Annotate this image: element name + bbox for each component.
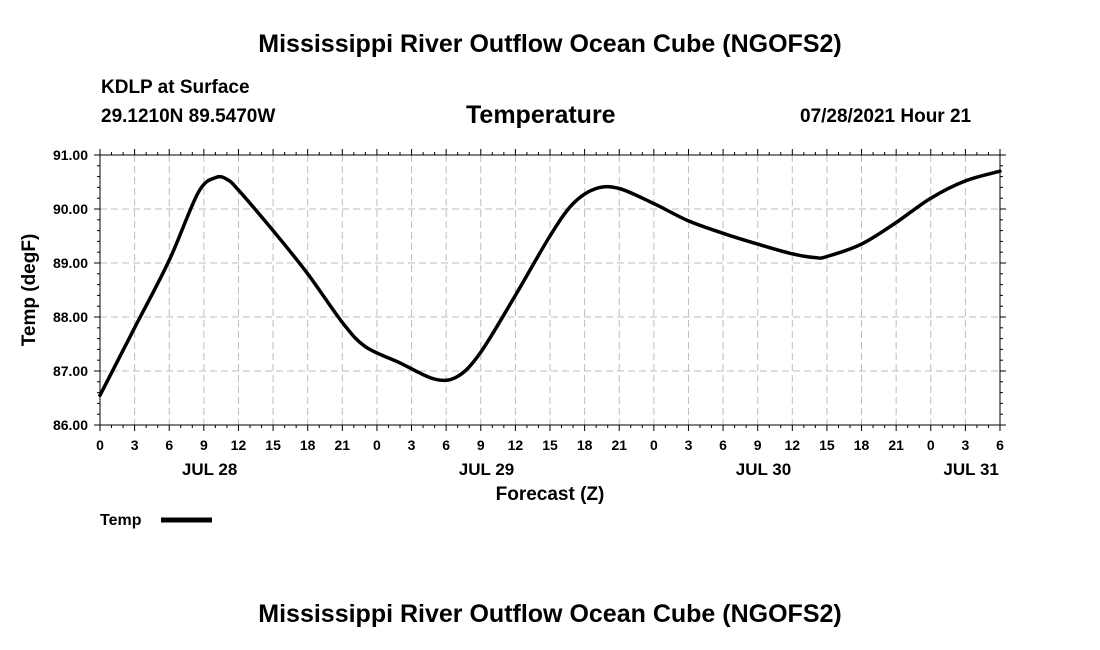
x-tick-label: 12 [231,437,247,453]
grid-lines [100,155,1000,425]
date-label: JUL 31 [943,460,998,479]
x-tick-label: 15 [542,437,558,453]
valid-time: 07/28/2021 Hour 21 [800,106,972,127]
date-label: JUL 28 [182,460,237,479]
x-tick-label: 15 [265,437,281,453]
x-tick-label: 6 [442,437,450,453]
x-tick-label: 0 [96,437,104,453]
variable-title: Temperature [466,101,616,129]
x-tick-label: 21 [611,437,627,453]
legend-label: Temp [100,512,142,529]
date-label: JUL 30 [736,460,791,479]
temp-series-line [98,169,1002,398]
x-tick-label: 9 [754,437,762,453]
y-tick-label: 86.00 [53,417,88,433]
y-tick-label: 90.00 [53,201,88,217]
x-tick-label: 0 [650,437,658,453]
axis-ticks [94,149,1006,431]
x-tick-label: 21 [888,437,904,453]
station-label: KDLP at Surface [101,77,250,98]
x-tick-label: 6 [996,437,1004,453]
x-tick-label: 18 [300,437,316,453]
y-axis-title: Temp (degF) [19,234,40,347]
x-tick-label: 9 [200,437,208,453]
x-tick-label: 3 [408,437,416,453]
x-tick-label: 3 [961,437,969,453]
station-coordinates: 29.1210N 89.5470W [101,106,276,127]
x-tick-label: 6 [165,437,173,453]
y-tick-label: 87.00 [53,363,88,379]
x-tick-label: 12 [508,437,524,453]
x-tick-label: 9 [477,437,485,453]
footer-title: Mississippi River Outflow Ocean Cube (NG… [258,600,842,628]
x-tick-label: 15 [819,437,835,453]
x-tick-label: 12 [785,437,801,453]
x-tick-label: 3 [685,437,693,453]
x-tick-label: 18 [854,437,870,453]
y-tick-label: 91.00 [53,147,88,163]
axis-labels: 86.00 87.00 88.00 89.00 90.00 91.00 0 3 6 9 12 15 18… [53,147,1004,479]
x-tick-label: 6 [719,437,727,453]
x-tick-label: 0 [927,437,935,453]
x-tick-label: 0 [373,437,381,453]
date-label: JUL 29 [459,460,514,479]
y-tick-label: 89.00 [53,255,88,271]
x-tick-label: 21 [335,437,351,453]
y-tick-label: 88.00 [53,309,88,325]
x-axis-title: Forecast (Z) [496,484,605,505]
chart-title: Mississippi River Outflow Ocean Cube (NG… [258,30,842,58]
x-tick-label: 18 [577,437,593,453]
x-tick-label: 3 [131,437,139,453]
